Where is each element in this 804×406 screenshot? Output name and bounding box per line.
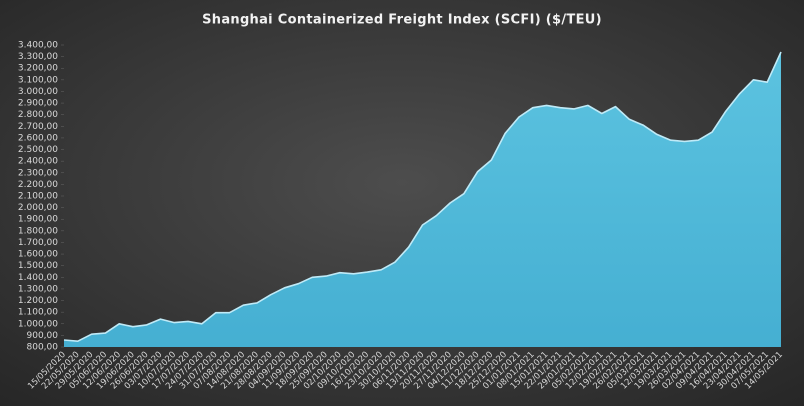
y-tick-label: 1.300,00 — [18, 284, 58, 294]
y-tick-label: 1.500,00 — [18, 261, 58, 271]
y-tick-label: 2.700,00 — [18, 122, 58, 132]
y-tick-label: 900,00 — [27, 331, 59, 341]
y-tick-label: 1.000,00 — [18, 319, 58, 329]
y-tick-label: 2.100,00 — [18, 192, 58, 202]
y-tick-label: 1.100,00 — [18, 308, 58, 318]
y-tick-label: 3.400,00 — [18, 41, 58, 51]
y-tick-label: 1.400,00 — [18, 273, 58, 283]
y-tick-label: 1.600,00 — [18, 250, 58, 260]
y-tick-label: 2.200,00 — [18, 180, 58, 190]
y-tick-label: 1.700,00 — [18, 238, 58, 248]
y-tick-label: 2.300,00 — [18, 168, 58, 178]
y-tick-label: 3.200,00 — [18, 64, 58, 74]
y-tick-label: 2.500,00 — [18, 145, 58, 155]
y-tick-label: 2.000,00 — [18, 203, 58, 213]
area — [64, 52, 781, 347]
y-tick-label: 2.900,00 — [18, 99, 58, 109]
y-tick-label: 2.800,00 — [18, 110, 58, 120]
area-edge — [63, 51, 782, 342]
y-tick-label: 2.600,00 — [18, 133, 58, 143]
y-tick-label: 1.900,00 — [18, 215, 58, 225]
y-tick-label: 3.000,00 — [18, 87, 58, 97]
y-tick-label: 3.300,00 — [18, 52, 58, 62]
y-tick-label: 1.800,00 — [18, 226, 58, 236]
y-tick-label: 3.100,00 — [18, 75, 58, 85]
y-tick-label: 1.200,00 — [18, 296, 58, 306]
chart-title: Shanghai Containerized Freight Index (SC… — [202, 13, 602, 28]
y-tick-label: 800,00 — [27, 343, 59, 353]
y-tick-label: 2.400,00 — [18, 157, 58, 167]
